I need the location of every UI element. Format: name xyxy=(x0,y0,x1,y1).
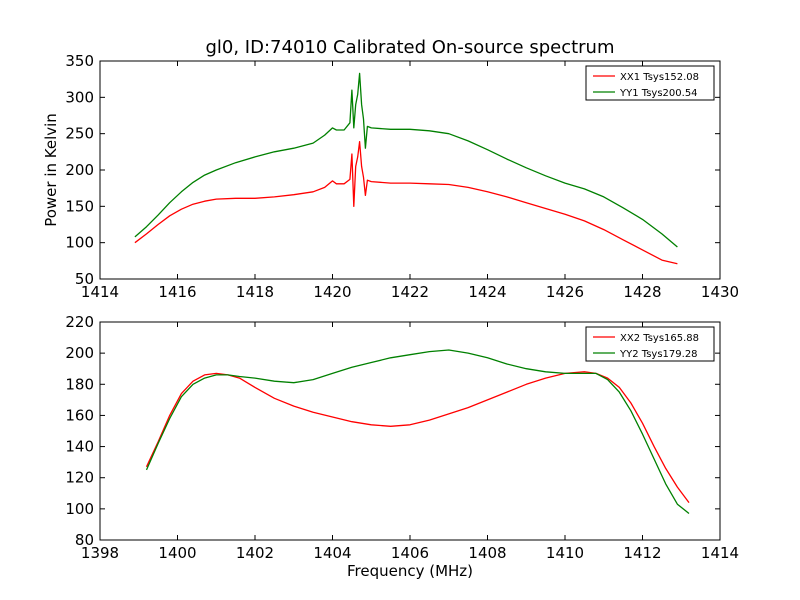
y-tick-label: 120 xyxy=(65,469,94,487)
x-tick-label: 1406 xyxy=(391,544,429,562)
series-line-yy xyxy=(134,72,678,248)
y-tick-label: 250 xyxy=(65,125,94,143)
y-tick-label: 300 xyxy=(65,88,94,106)
y-tick-label: 350 xyxy=(65,52,94,70)
top-spectrum-panel: 1414 1416 1418 1420 1422 1424 1426 1428 1430 50 10… xyxy=(42,52,739,301)
y-tick-label: 140 xyxy=(65,438,94,456)
y-tick-label: 150 xyxy=(65,197,94,215)
y-tick-label: 100 xyxy=(65,234,94,252)
x-tick-label: 1430 xyxy=(701,283,739,301)
y-axis-label: Power in Kelvin xyxy=(42,113,60,227)
bottom-spectrum-panel: 1398 1400 1402 1404 1406 1408 1410 1412 1414 80 10… xyxy=(65,313,739,580)
x-tick-label: 1420 xyxy=(313,283,351,301)
legend: XX1 Tsys152.08 YY1 Tsys200.54 xyxy=(585,65,715,101)
y-tick-label: 50 xyxy=(75,270,94,288)
x-tick-label: 1424 xyxy=(468,283,506,301)
x-tick-label: 1422 xyxy=(391,283,429,301)
y-tick-label: 220 xyxy=(65,313,94,331)
legend-entry-label: XX1 Tsys152.08 xyxy=(620,72,699,83)
figure-title: gl0, ID:74010 Calibrated On-source spect… xyxy=(205,37,614,58)
y-tick-label: 160 xyxy=(65,406,94,424)
x-tick-label: 1400 xyxy=(158,544,196,562)
legend-box xyxy=(585,65,715,101)
x-tick-label: 1404 xyxy=(313,544,351,562)
y-tick-label: 200 xyxy=(65,344,94,362)
x-tick-label: 1414 xyxy=(701,544,739,562)
x-tick-label: 1398 xyxy=(81,544,119,562)
x-tick-label: 1402 xyxy=(236,544,274,562)
y-tick-label: 180 xyxy=(65,375,94,393)
x-tick-label: 1428 xyxy=(623,283,661,301)
x-tick-label: 1416 xyxy=(158,283,196,301)
y-tick-label: 80 xyxy=(75,531,94,549)
legend-entry-label: XX2 Tsys165.88 xyxy=(620,333,699,344)
x-tick-label: 1408 xyxy=(468,544,506,562)
x-axis-label: Frequency (MHz) xyxy=(347,562,473,580)
series-line-xx xyxy=(145,371,690,503)
x-tick-label: 1410 xyxy=(546,544,584,562)
y-tick-label: 100 xyxy=(65,500,94,518)
x-tick-label: 1412 xyxy=(623,544,661,562)
legend-box xyxy=(585,326,715,362)
x-tick-label: 1414 xyxy=(81,283,119,301)
legend-entry-label: YY1 Tsys200.54 xyxy=(619,88,698,99)
y-tick-label: 200 xyxy=(65,161,94,179)
series-line-xx xyxy=(134,141,678,265)
x-tick-label: 1418 xyxy=(236,283,274,301)
series-line-yy xyxy=(145,349,690,515)
x-tick-label: 1426 xyxy=(546,283,584,301)
legend: XX2 Tsys165.88 YY2 Tsys179.28 xyxy=(585,326,715,362)
legend-entry-label: YY2 Tsys179.28 xyxy=(619,349,698,360)
